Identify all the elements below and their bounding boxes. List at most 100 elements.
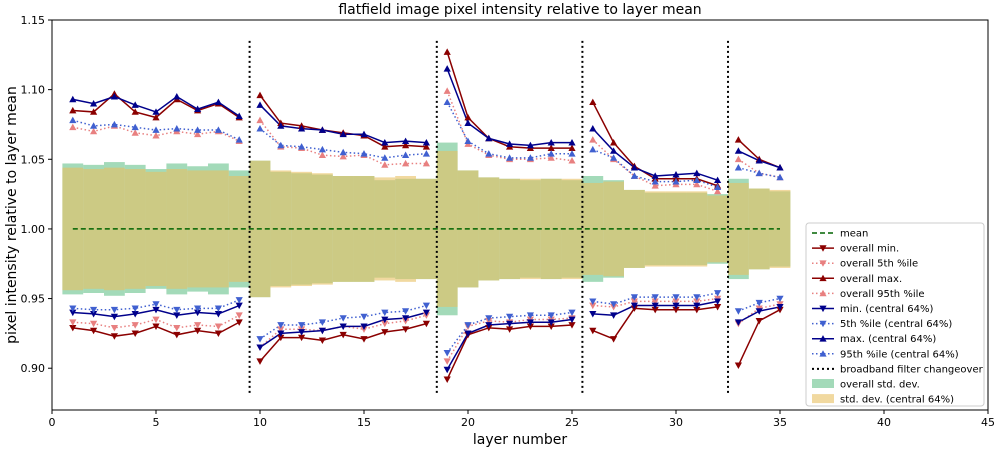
std-dev-central-64-bar: [124, 169, 146, 289]
max-central-64-point: [568, 138, 576, 146]
x-tick-label: 40: [877, 416, 891, 429]
max-central-64-point: [256, 101, 264, 108]
max-central-64-point: [235, 112, 243, 119]
overall-min-point: [214, 330, 222, 337]
5th-ile-central-64-point: [672, 294, 680, 301]
95th-ile-central-64-point: [69, 116, 77, 124]
overall-95th-ile-point: [693, 180, 701, 188]
5th-ile-central-64-point: [214, 305, 222, 312]
5th-ile-central-64-point: [526, 312, 534, 319]
95th-ile-central-64-point: [610, 154, 618, 161]
overall-95th-ile-point: [381, 161, 389, 168]
95th-ile-central-64-point: [277, 141, 285, 149]
max-central-64-point: [173, 93, 181, 100]
5th-ile-central-64-point: [422, 302, 430, 310]
plot-frame: [51, 19, 989, 411]
legend-item-min-central-64: min. (central 64%): [812, 304, 933, 315]
max-central-64-point: [485, 134, 493, 142]
min-central-64-point: [110, 313, 118, 321]
overall-95th-ile-point: [568, 157, 576, 164]
overall-5th-ile-point: [214, 323, 222, 331]
5th-ile-central-64-point: [651, 294, 659, 301]
overall-5th-ile-point: [630, 298, 638, 305]
overall-max-point: [610, 138, 618, 146]
overall-min-point: [568, 322, 576, 329]
overall-min-point: [589, 327, 597, 335]
max-central-64-point: [402, 137, 410, 145]
max-central-64-point: [443, 65, 451, 72]
series-markers: [69, 48, 784, 383]
5th-ile-central-64-point: [547, 312, 555, 319]
max-central-64-point: [776, 164, 784, 171]
svg-text:overall max.: overall max.: [840, 274, 902, 285]
max-central-64-point: [360, 130, 368, 138]
overall-max-point: [443, 48, 451, 55]
overall-95th-ile-point: [714, 187, 722, 195]
legend-frame: [805, 222, 985, 407]
min-central-64-point: [131, 311, 139, 318]
max-central-64-point: [506, 140, 514, 147]
overall-min-point: [443, 376, 451, 383]
overall-min-point: [734, 362, 742, 370]
overall-5th-ile-point: [110, 324, 118, 332]
min-central-64-point: [194, 309, 202, 317]
overall-5th-ile-point: [131, 322, 139, 329]
5th-ile-central-64-point: [69, 305, 77, 312]
5th-ile-central-64-point: [714, 290, 722, 297]
overall-min-point: [318, 337, 326, 344]
axis-ticks: 0 5 10 15 20 25 30 35 40 45 0.90 0.95 1.00 1.05 1.10 1.…: [21, 14, 996, 429]
overall-min-point: [152, 323, 160, 331]
overall-5th-ile-point: [651, 298, 659, 305]
min-central-64-point: [422, 309, 430, 317]
overall-95th-ile-point: [734, 155, 742, 163]
95th-ile-central-64-point: [214, 126, 222, 133]
overall-min-point: [110, 333, 118, 340]
95th-ile-central-64-point: [776, 173, 784, 181]
max-central-64-point: [714, 176, 722, 184]
legend-item-95th-ile-central-64: 95th %ile (central 64%): [812, 349, 959, 360]
5th-ile-central-64-point: [318, 319, 326, 326]
5th-ile-central-64-point: [755, 299, 763, 307]
overall-95th-ile-point: [547, 154, 555, 161]
overall-5th-ile-point: [277, 326, 285, 333]
95th-ile-central-64-point: [194, 126, 202, 133]
overall-min-point: [381, 329, 389, 336]
overall-max-point: [402, 141, 410, 149]
overall-5th-ile-point: [69, 319, 77, 326]
svg-text:broadband filter changeover: broadband filter changeover: [840, 364, 984, 375]
min-central-64-point: [443, 366, 451, 374]
overall-max-point: [131, 108, 139, 115]
x-tick-label: 25: [565, 416, 579, 429]
5th-ile-central-64-point: [90, 306, 98, 314]
95th-ile-central-64-point: [485, 150, 493, 157]
max-central-64-point: [194, 105, 202, 113]
overall-95th-ile-point: [651, 182, 659, 189]
max-central-64-point: [693, 169, 701, 177]
overall-95th-ile-point: [318, 151, 326, 158]
min-central-64-point: [90, 311, 98, 318]
svg-text:min. (central 64%): min. (central 64%): [840, 304, 933, 315]
legend-item-overall-95th-ile: overall 95th %ile: [812, 289, 925, 300]
overall-5th-ile-point: [90, 320, 98, 328]
x-tick-label: 35: [773, 416, 787, 429]
5th-ile-central-64-point: [152, 301, 160, 308]
overall-95th-ile-point: [443, 87, 451, 94]
legend-item-broadband-filter-changeover: broadband filter changeover: [812, 364, 984, 375]
95th-ile-central-64-point: [672, 177, 680, 185]
y-tick-label: 1.15: [21, 14, 46, 27]
overall-5th-ile-point: [152, 316, 160, 324]
min-central-64-point: [381, 316, 389, 324]
svg-text:overall min.: overall min.: [840, 244, 899, 255]
95th-ile-central-64-point: [381, 154, 389, 161]
5th-ile-central-64-point: [298, 322, 306, 329]
y-tick-label: 1.05: [21, 153, 46, 166]
overall-min-point: [672, 306, 680, 314]
max-central-64-point: [318, 126, 326, 133]
overall-min-point: [131, 330, 139, 337]
95th-ile-central-64-point: [755, 169, 763, 177]
overall-min-point: [651, 306, 659, 314]
95th-ile-central-64-point: [568, 150, 576, 157]
95th-ile-central-64-point: [152, 126, 160, 133]
y-tick-label: 0.90: [21, 362, 46, 375]
